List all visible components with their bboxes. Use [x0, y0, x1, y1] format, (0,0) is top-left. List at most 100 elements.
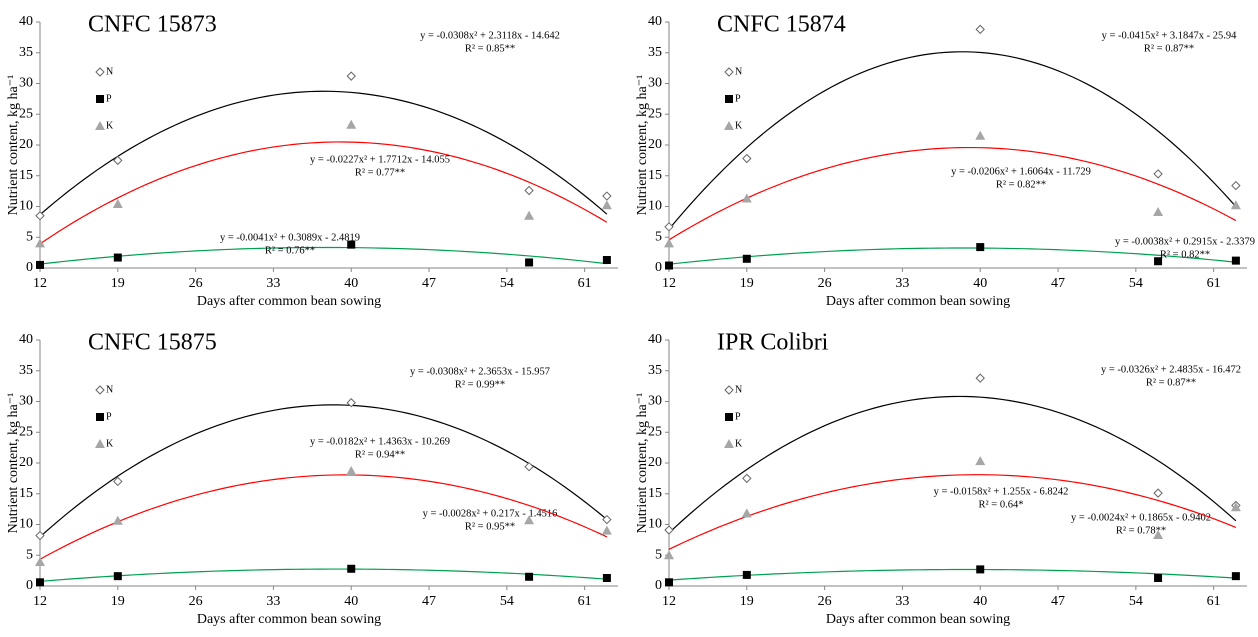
y-tick-label: 10: [648, 199, 662, 214]
x-axis-title: Days after common bean sowing: [826, 294, 1010, 309]
trend-line: [668, 568, 1236, 581]
x-tick-label: 19: [740, 594, 754, 609]
legend-marker: [96, 413, 104, 421]
x-tick-label: 19: [111, 594, 125, 609]
point: [1230, 200, 1241, 210]
x-tick-label: 47: [422, 594, 436, 609]
point: [741, 508, 752, 518]
legend-label: P: [735, 411, 741, 422]
trend-r2: R² = 0.76**: [265, 245, 315, 256]
x-tick-label: 54: [1129, 594, 1143, 609]
legend-marker: [96, 95, 104, 103]
point: [602, 514, 612, 525]
x-tick-label: 12: [662, 276, 676, 291]
trend-r2: R² = 0.85**: [465, 43, 515, 54]
x-tick-label: 61: [1207, 594, 1221, 609]
y-tick-label: 0: [655, 578, 662, 593]
point: [346, 71, 356, 81]
point: [601, 200, 612, 210]
point: [665, 261, 673, 270]
x-tick-label: 33: [266, 594, 280, 609]
y-tick-label: 35: [648, 363, 662, 378]
y-axis-title: Nutrient content, kg ha⁻¹: [635, 393, 650, 534]
legend-label: N: [735, 66, 742, 77]
y-tick-label: 25: [19, 424, 33, 439]
trend-equation: y = -0.0041x² + 0.3089x - 2.4819: [220, 232, 360, 243]
y-tick-label: 15: [19, 168, 33, 183]
legend-marker: [724, 439, 734, 448]
point: [113, 572, 122, 581]
y-tick-label: 20: [19, 455, 33, 470]
trend-line: [668, 146, 1237, 241]
point: [1153, 488, 1163, 498]
y-tick-label: 25: [19, 106, 33, 121]
point: [113, 253, 122, 262]
x-tick-label: 47: [1051, 594, 1065, 609]
point: [601, 525, 612, 535]
point: [664, 238, 674, 248]
y-axis-title: Nutrient content, kg ha⁻¹: [6, 393, 21, 534]
y-tick-label: 20: [648, 455, 662, 470]
point: [112, 515, 123, 525]
y-tick-label: 10: [19, 517, 33, 532]
x-axis-title: Days after common bean sowing: [197, 294, 381, 309]
y-tick-label: 0: [655, 260, 662, 275]
trend-line: [39, 568, 607, 582]
trend-line: [39, 141, 608, 245]
point: [975, 456, 986, 466]
x-tick-label: 26: [818, 276, 832, 291]
x-tick-label: 12: [662, 594, 676, 609]
trend-equation: y = -0.0182x² + 1.4363x - 10.269: [310, 436, 450, 447]
point: [1153, 169, 1163, 179]
trend-equation: y = -0.0206x² + 1.6064x - 11.729: [951, 166, 1091, 177]
legend-label: P: [106, 411, 112, 422]
point: [602, 574, 611, 583]
y-tick-label: 40: [648, 332, 662, 347]
point: [1154, 574, 1163, 583]
y-tick-label: 10: [19, 199, 33, 214]
point: [665, 578, 673, 587]
trend-line: [668, 51, 1237, 230]
legend-marker: [95, 385, 105, 395]
point: [602, 256, 611, 265]
y-tick-label: 5: [26, 547, 33, 562]
trend-line: [668, 247, 1236, 265]
point: [975, 24, 985, 35]
point: [346, 398, 356, 408]
point: [346, 465, 357, 475]
x-tick-label: 33: [266, 276, 280, 291]
x-tick-label: 47: [422, 276, 436, 291]
y-tick-label: 15: [19, 486, 33, 501]
point: [35, 530, 45, 541]
point: [36, 578, 44, 587]
x-axis-title: Days after common bean sowing: [826, 612, 1010, 627]
trend-equation: y = -0.0024x² + 0.1865x - 0.9402: [1071, 512, 1211, 523]
x-tick-label: 54: [500, 594, 514, 609]
x-tick-label: 33: [895, 276, 909, 291]
point: [742, 153, 752, 164]
y-tick-label: 10: [648, 517, 662, 532]
y-tick-label: 30: [648, 394, 662, 409]
legend: N P K: [95, 66, 114, 131]
trend-r2: R² = 0.77**: [355, 167, 405, 178]
y-tick-label: 25: [648, 106, 662, 121]
chart-title: CNFC 15875: [88, 330, 217, 356]
x-tick-label: 40: [344, 276, 358, 291]
y-tick-label: 30: [19, 76, 33, 91]
point: [664, 550, 674, 560]
trend-r2: R² = 0.82**: [996, 179, 1046, 190]
y-tick-label: 20: [648, 137, 662, 152]
trend-equation: y = -0.0308x² + 2.3653x - 15.957: [410, 366, 550, 377]
point: [347, 240, 356, 249]
point: [1231, 256, 1240, 265]
trend-r2: R² = 0.87**: [1144, 43, 1194, 54]
trend-r2: R² = 0.94**: [355, 449, 405, 460]
legend-marker: [725, 95, 733, 103]
trend-r2: R² = 0.87**: [1146, 377, 1196, 388]
y-axis-title: Nutrient content, kg ha⁻¹: [635, 75, 650, 216]
point: [1153, 529, 1164, 539]
x-tick-label: 26: [818, 594, 832, 609]
y-tick-label: 35: [648, 45, 662, 60]
x-tick-label: 33: [895, 594, 909, 609]
trend-equation: y = -0.0227x² + 1.7712x - 14.055: [310, 154, 450, 165]
